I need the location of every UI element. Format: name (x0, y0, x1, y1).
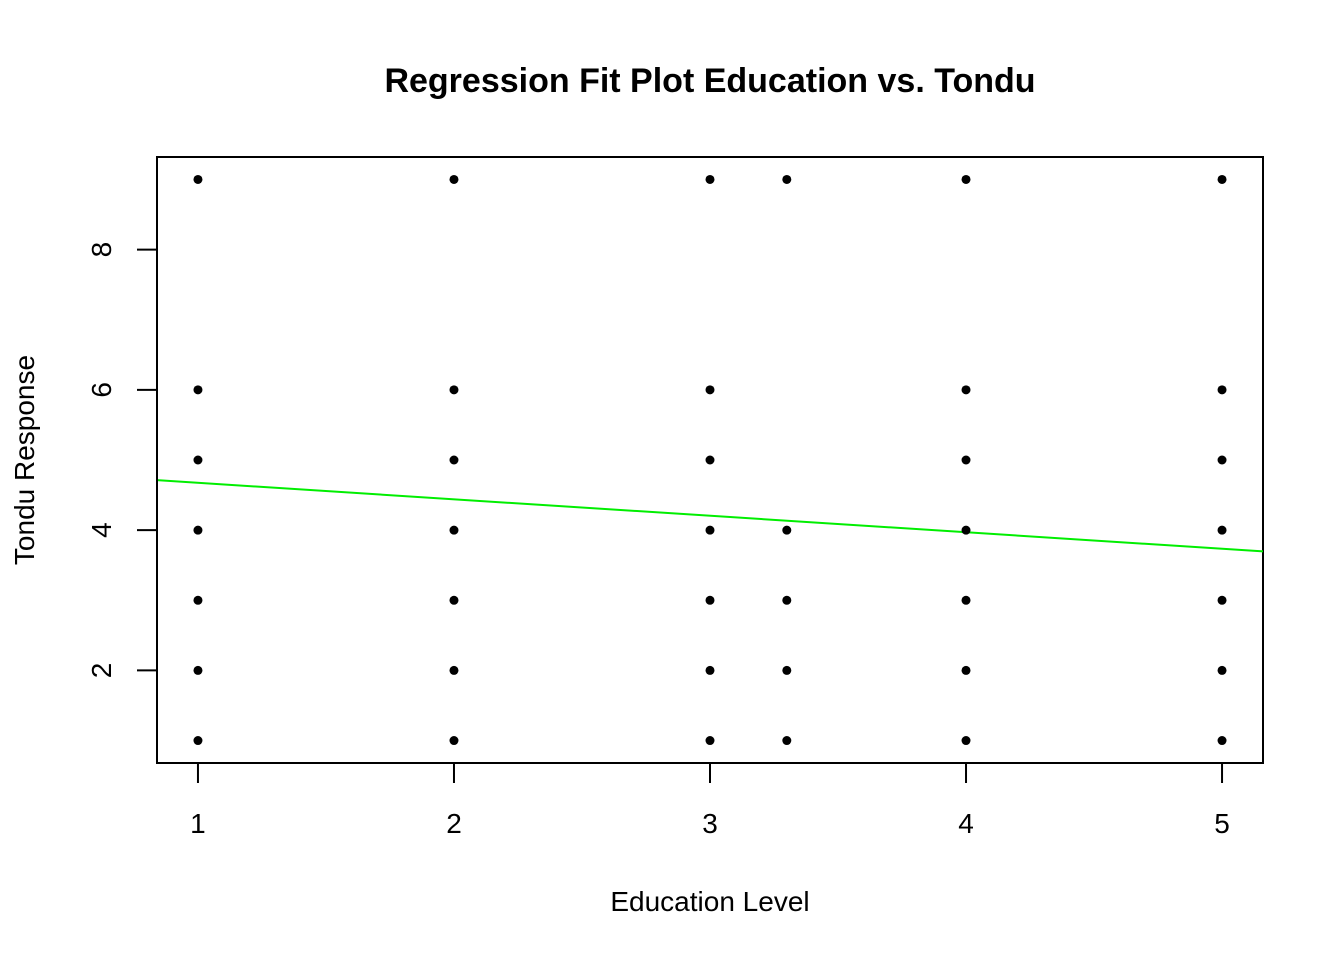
data-point (961, 736, 971, 746)
y-axis: 2 4 6 8 (86, 242, 158, 679)
data-point (782, 174, 792, 184)
data-point (449, 665, 459, 675)
y-tick-label: 8 (86, 242, 117, 258)
data-point (705, 455, 715, 465)
data-point (782, 665, 792, 675)
points-layer (193, 174, 1227, 746)
data-point (961, 525, 971, 535)
x-tick-label: 5 (1214, 808, 1230, 839)
data-point (782, 736, 792, 746)
data-point (1217, 174, 1227, 184)
regression-fit-line (156, 479, 1264, 553)
data-point (961, 595, 971, 605)
data-point (449, 525, 459, 535)
data-point (705, 595, 715, 605)
data-point (449, 736, 459, 746)
y-tick-label: 2 (86, 663, 117, 679)
fit-layer (156, 479, 1264, 553)
data-point (961, 174, 971, 184)
y-tick-label: 6 (86, 382, 117, 398)
data-point (1217, 525, 1227, 535)
x-axis-label: Education Level (610, 886, 809, 917)
data-point (193, 525, 203, 535)
data-point (961, 455, 971, 465)
x-tick-label: 3 (702, 808, 718, 839)
x-tick-label: 2 (446, 808, 462, 839)
data-point (193, 174, 203, 184)
data-point (961, 385, 971, 395)
x-tick-label: 1 (190, 808, 206, 839)
data-point (449, 595, 459, 605)
x-tick-label: 4 (958, 808, 974, 839)
data-point (449, 385, 459, 395)
data-point (193, 665, 203, 675)
data-point (782, 525, 792, 535)
data-point (1217, 455, 1227, 465)
y-axis-label: Tondu Response (9, 355, 40, 565)
data-point (705, 525, 715, 535)
data-point (1217, 736, 1227, 746)
data-point (193, 736, 203, 746)
data-point (449, 174, 459, 184)
data-point (193, 595, 203, 605)
data-point (1217, 595, 1227, 605)
data-point (705, 665, 715, 675)
chart-title: Regression Fit Plot Education vs. Tondu (384, 62, 1035, 100)
data-point (782, 595, 792, 605)
data-point (1217, 385, 1227, 395)
data-point (193, 455, 203, 465)
y-tick-label: 4 (86, 522, 117, 538)
data-point (1217, 665, 1227, 675)
x-axis: 1 2 3 4 5 (190, 762, 1230, 839)
data-point (705, 385, 715, 395)
data-point (705, 174, 715, 184)
data-point (193, 385, 203, 395)
data-point (961, 665, 971, 675)
data-point (449, 455, 459, 465)
data-point (705, 736, 715, 746)
